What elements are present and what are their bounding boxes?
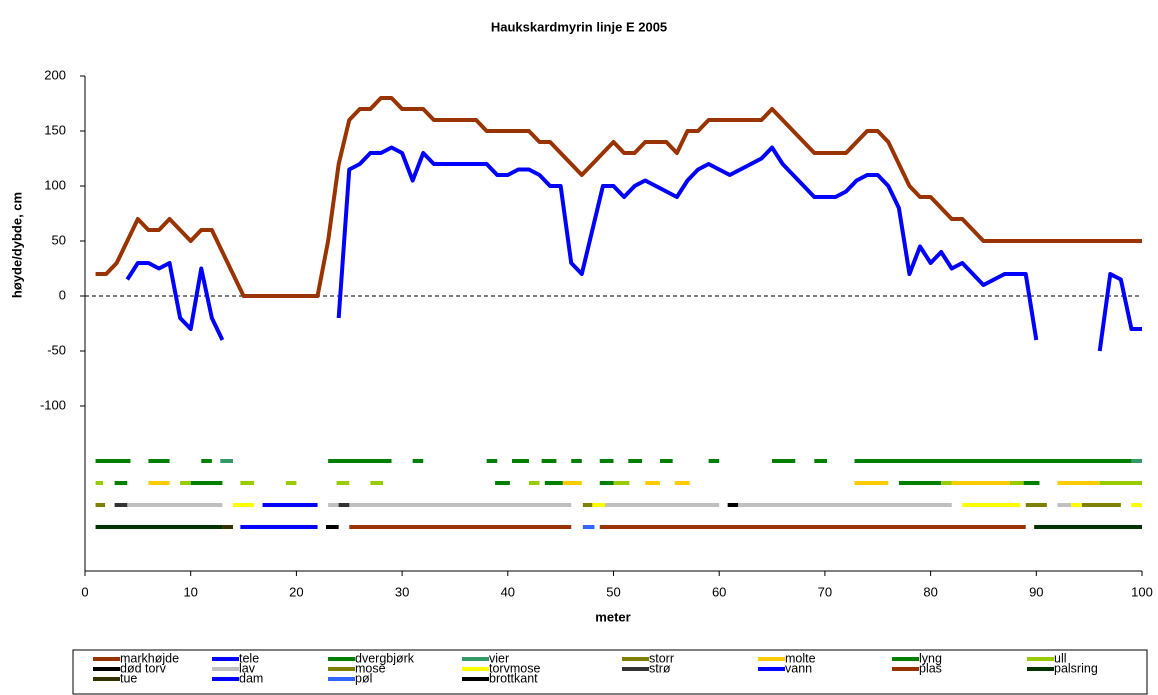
chart-title: Haukskardmyrin linje E 2005 [491, 19, 667, 34]
legend-label: strø [649, 661, 671, 675]
legend-label: brottkant [489, 671, 538, 685]
x-tick-label: 50 [606, 584, 620, 599]
x-tick-label: 70 [818, 584, 832, 599]
x-tick-label: 10 [183, 584, 197, 599]
legend-label: lav [239, 661, 256, 675]
x-tick-label: 90 [1029, 584, 1043, 599]
legend-label: storr [649, 651, 674, 665]
legend-label: vann [785, 661, 812, 675]
x-tick-label: 20 [289, 584, 303, 599]
x-tick-label: 80 [923, 584, 937, 599]
y-axis-label: høyde/dybde, cm [9, 192, 24, 298]
data-line [95, 96, 1142, 298]
y-tick-label: 50 [52, 232, 66, 247]
x-axis-label: meter [595, 609, 630, 624]
legend-label: dam [239, 671, 263, 685]
legend-label: torvmose [489, 661, 540, 675]
x-tick-label: 40 [501, 584, 515, 599]
legend-label: mose [355, 661, 386, 675]
legend-label: markhøjde [120, 651, 179, 665]
legend-label: molte [785, 651, 816, 665]
legend-label: død torv [120, 661, 167, 675]
data-line [125, 145, 1142, 352]
legend-box [72, 649, 1148, 695]
legend-label: tele [239, 651, 259, 665]
legend-label: palsring [1054, 661, 1098, 675]
legend-label: vier [489, 651, 509, 665]
y-tick-label: 200 [44, 67, 66, 82]
x-tick-label: 0 [81, 584, 88, 599]
y-tick-label: 100 [44, 177, 66, 192]
legend-label: tue [120, 671, 137, 685]
legend-label: lyng [919, 651, 942, 665]
y-tick-label: -50 [47, 342, 66, 357]
x-tick-label: 60 [712, 584, 726, 599]
x-tick-label: 30 [395, 584, 409, 599]
legend-label: dvergbjørk [355, 651, 415, 665]
y-tick-label: 150 [44, 122, 66, 137]
legend-label: plas [919, 661, 942, 675]
legend-label: pøl [355, 671, 372, 685]
y-tick-label: -100 [40, 397, 66, 412]
legend-label: ull [1054, 651, 1067, 665]
y-tick-label: 0 [59, 287, 66, 302]
x-tick-label: 100 [1131, 584, 1153, 599]
